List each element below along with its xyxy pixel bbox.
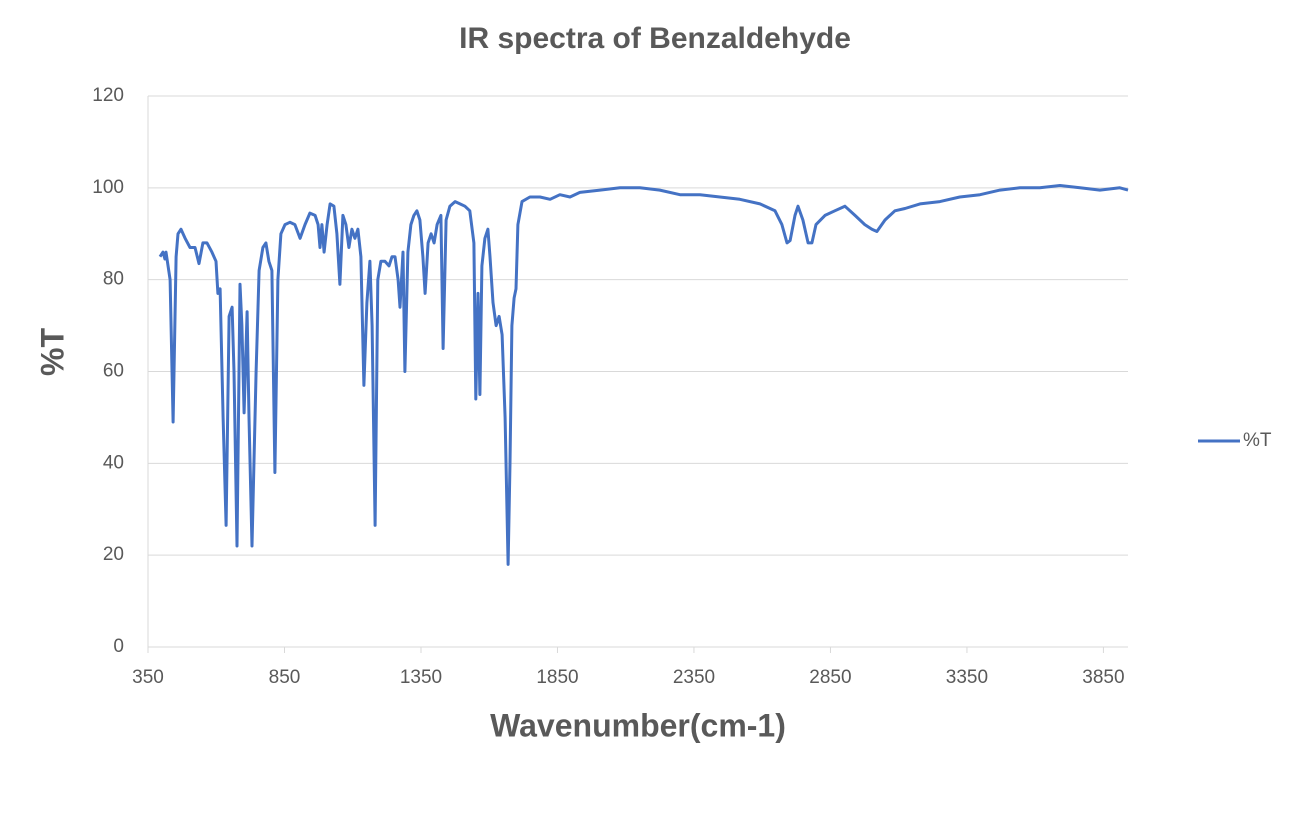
y-tick-label: 120 [92, 85, 124, 106]
y-tick-label: 100 [92, 177, 124, 198]
spectrum-line [158, 184, 1129, 566]
x-tick-label: 1850 [536, 667, 578, 688]
y-tick-label: 60 [103, 361, 124, 382]
x-tick-label: 1350 [400, 667, 442, 688]
x-tick-label: 350 [132, 667, 164, 688]
legend-label: %T [1243, 430, 1272, 451]
chart-title: IR spectra of Benzaldehyde [459, 22, 851, 55]
x-tick-label: 3850 [1082, 667, 1124, 688]
y-tick-label: 40 [103, 452, 124, 473]
x-tick-label: 2850 [809, 667, 851, 688]
x-tick-label: 850 [269, 667, 301, 688]
x-axis-title: Wavenumber(cm-1) [490, 707, 786, 743]
x-tick-label: 3350 [946, 667, 988, 688]
y-tick-label: 80 [103, 269, 124, 290]
y-tick-label: 20 [103, 544, 124, 565]
y-axis-title: %T [34, 328, 70, 376]
y-tick-label: 0 [113, 636, 124, 657]
x-tick-label: 2350 [673, 667, 715, 688]
